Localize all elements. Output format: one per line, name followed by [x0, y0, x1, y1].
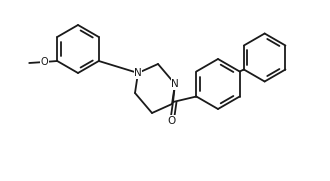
Text: N: N — [171, 79, 179, 89]
Text: N: N — [134, 68, 142, 78]
Text: O: O — [168, 116, 176, 126]
Text: O: O — [40, 57, 48, 67]
